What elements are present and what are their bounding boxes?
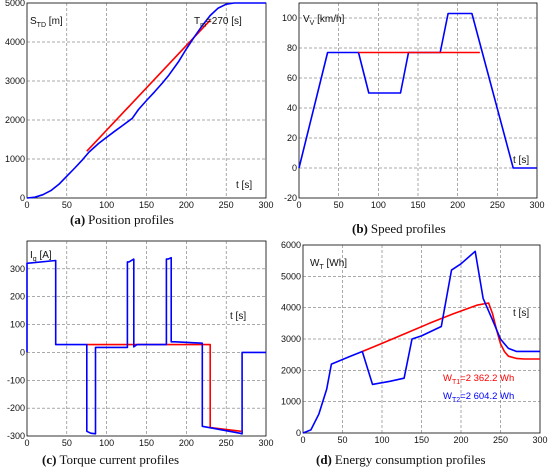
tick-labels: 0 50 100 150 200 250 3000100020003000400050006… (281, 240, 548, 445)
blue-series-line (26, 256, 266, 435)
x-tick-label: 50 (62, 200, 72, 210)
x-tick-label: 300 (258, 200, 273, 210)
x-tick-label: 100 (374, 435, 389, 445)
x-tick-label: 150 (139, 438, 154, 448)
chart-torque-current-profiles: 0 50 100 150 200 250 300 -300 -200 -100 0 100 200 300… (7, 240, 274, 467)
grid (299, 3, 537, 198)
x-tick-label: 100 (371, 200, 386, 210)
y-tick-label: 2000 (5, 115, 25, 125)
caption: (c) Torque current profiles (42, 452, 179, 467)
x-tick-label: 200 (450, 200, 465, 210)
y-tick-label: 3000 (5, 76, 25, 86)
caption: (a) Position profiles (70, 212, 174, 227)
annotation-tm: Tm=270 [s] (194, 16, 242, 29)
grid (27, 3, 266, 198)
legend-entry-wt1: WT1=2 362.2 Wh (443, 373, 514, 386)
y-tick-label: -100 (7, 375, 25, 385)
series-group (26, 2, 266, 199)
x-tick-label: 0 (24, 438, 29, 448)
y-tick-label: 0 (296, 428, 301, 438)
x-tick-label: 100 (99, 200, 114, 210)
caption: (d) Energy consumption profiles (316, 452, 486, 467)
y-tick-label: 100 (282, 13, 297, 23)
chart-energy-consumption-profiles: 0 50 100 150 200 250 3000100020003000400050006… (281, 240, 548, 467)
x-tick-label: 250 (219, 438, 234, 448)
blue-series-line (26, 2, 266, 199)
red-series-line (86, 19, 211, 152)
tick-labels: 0 50 100 150 200 250 300 -300 -200 -100 0 100 200 300 (7, 264, 274, 448)
y-axis-label: VV [km/h] (303, 14, 345, 27)
x-tick-label: 150 (414, 435, 429, 445)
x-axis-label: t [s] (513, 155, 529, 166)
x-tick-label: 200 (453, 435, 468, 445)
grid (27, 241, 266, 436)
x-tick-label: 150 (410, 200, 425, 210)
series-group (298, 12, 537, 169)
x-tick-label: 300 (532, 435, 547, 445)
y-tick-label: 3000 (281, 334, 301, 344)
x-tick-label: 250 (219, 200, 234, 210)
caption-text: Torque current profiles (59, 452, 179, 467)
red-series-line (361, 302, 540, 360)
caption-text: Speed profiles (371, 221, 446, 236)
caption-letter: (d) (316, 452, 332, 467)
x-tick-label: 250 (490, 200, 505, 210)
x-tick-label: 0 (24, 200, 29, 210)
y-tick-label: 2000 (281, 365, 301, 375)
x-axis-label: t [s] (236, 180, 252, 191)
y-tick-label: 4000 (281, 303, 301, 313)
caption-text: Position profiles (88, 212, 174, 227)
y-tick-label: 5000 (5, 0, 25, 8)
caption: (b) Speed profiles (352, 221, 446, 236)
x-tick-label: 100 (99, 438, 114, 448)
chart-position-profiles: 0 50 100 150 200 250 300010002000300040005000 … (5, 0, 274, 227)
y-tick-label: 0 (20, 193, 25, 203)
y-tick-label: 6000 (281, 240, 301, 250)
y-tick-label: 60 (287, 73, 297, 83)
x-tick-label: 300 (258, 438, 273, 448)
series-group (302, 250, 540, 434)
y-tick-label: 0 (292, 163, 297, 173)
y-tick-label: 80 (287, 43, 297, 53)
x-tick-label: 0 (300, 435, 305, 445)
y-tick-label: -20 (284, 193, 297, 203)
y-tick-label: 1000 (5, 154, 25, 164)
x-tick-label: 50 (62, 438, 72, 448)
x-tick-label: 250 (493, 435, 508, 445)
y-tick-label: 4000 (5, 37, 25, 47)
caption-letter: (b) (352, 221, 368, 236)
y-tick-label: 300 (10, 264, 25, 274)
y-tick-label: 200 (10, 292, 25, 302)
x-tick-label: 0 (296, 200, 301, 210)
y-tick-label: 40 (287, 103, 297, 113)
y-tick-label: 100 (10, 320, 25, 330)
x-axis-label: t [s] (230, 311, 246, 322)
y-tick-label: 20 (287, 133, 297, 143)
series-group (26, 256, 266, 435)
x-axis-label: t [s] (513, 308, 529, 319)
x-tick-label: 200 (179, 200, 194, 210)
caption-letter: (c) (42, 452, 56, 467)
x-tick-label: 200 (179, 438, 194, 448)
y-axis-label: WT [Wh] (310, 258, 347, 271)
y-tick-label: -300 (7, 431, 25, 441)
y-tick-label: 1000 (281, 397, 301, 407)
y-tick-label: 0 (20, 347, 25, 357)
x-tick-label: 300 (529, 200, 544, 210)
x-tick-label: 50 (337, 435, 347, 445)
caption-letter: (a) (70, 212, 85, 227)
x-tick-label: 50 (334, 200, 344, 210)
caption-text: Energy consumption profiles (335, 452, 486, 467)
y-tick-label: 5000 (281, 271, 301, 281)
legend-entry-wt2: WT2=2 604.2 Wh (443, 391, 514, 404)
blue-series-line (302, 250, 540, 434)
x-tick-label: 150 (139, 200, 154, 210)
y-tick-label: -200 (7, 403, 25, 413)
